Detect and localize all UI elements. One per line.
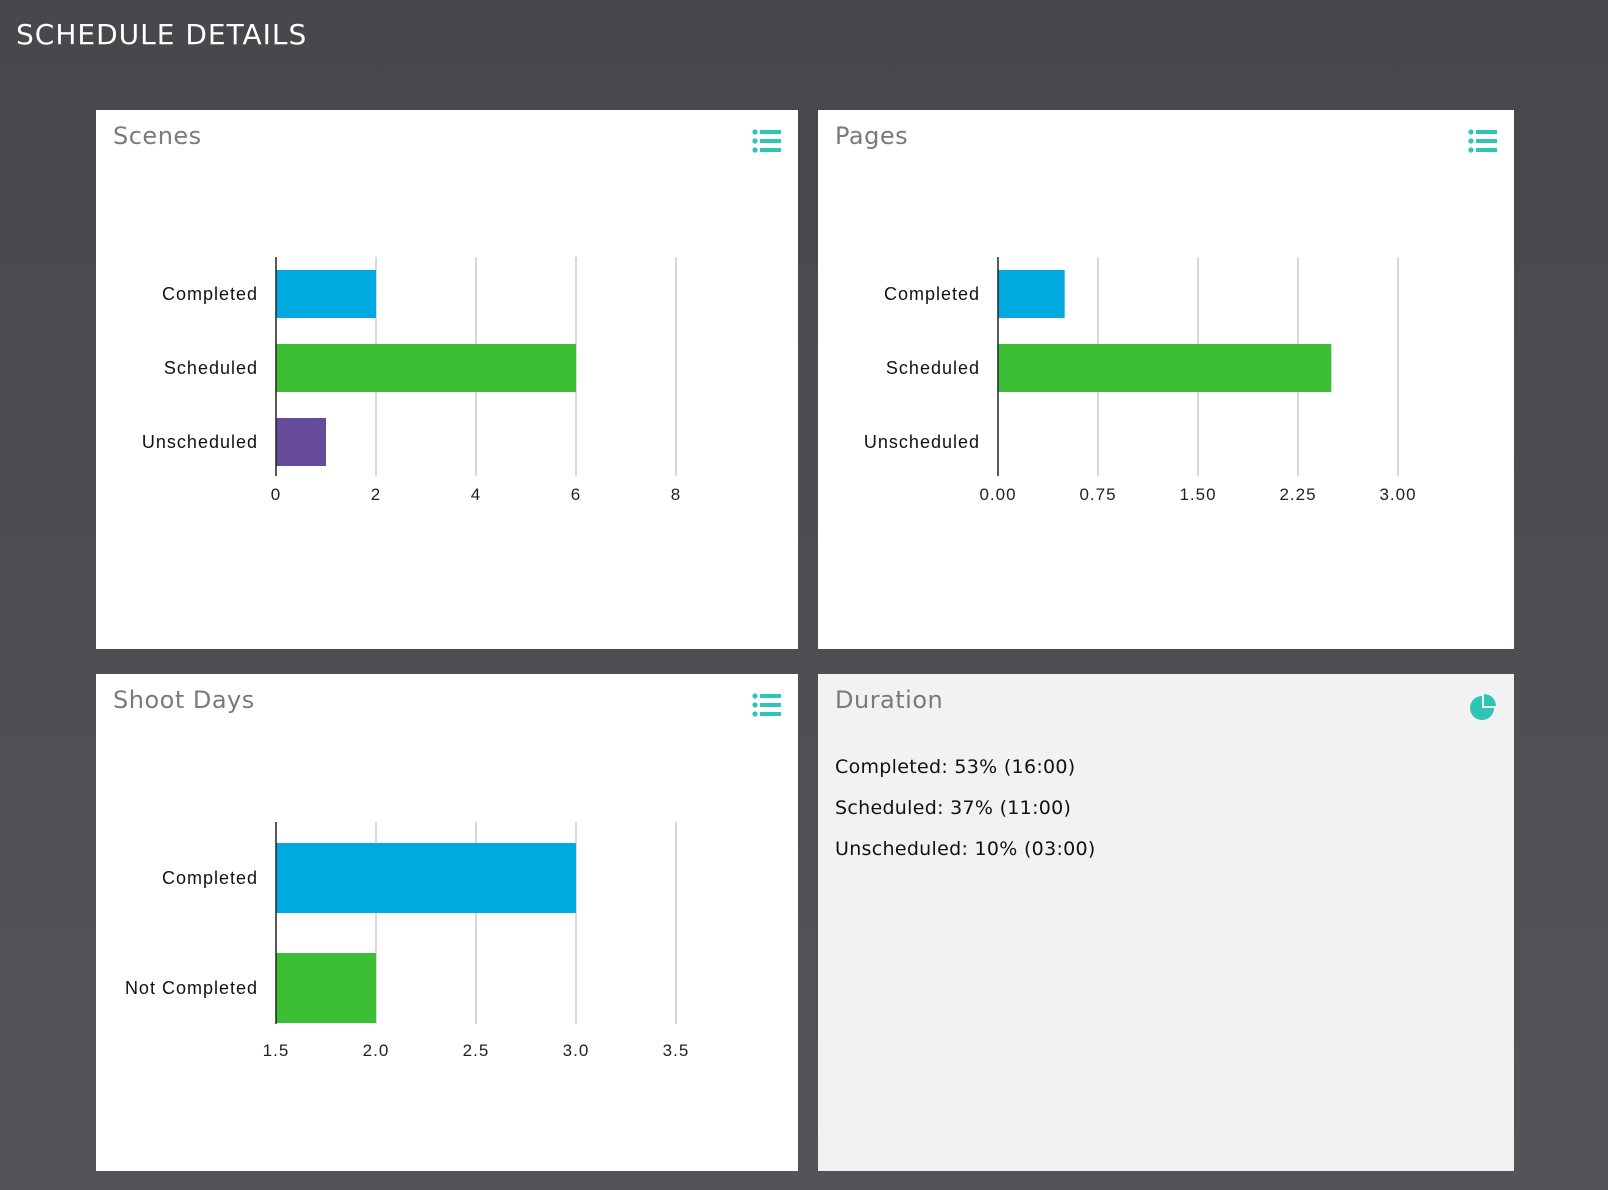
duration-completed: Completed: 53% (16:00) — [835, 756, 1076, 778]
x-tick-label: 3.0 — [563, 1041, 590, 1060]
shoot-days-panel-title: Shoot Days — [113, 686, 255, 714]
x-tick-label: 2.25 — [1279, 485, 1316, 504]
duration-scheduled: Scheduled: 37% (11:00) — [835, 797, 1072, 819]
bar-completed — [998, 270, 1065, 318]
x-tick-label: 1.50 — [1179, 485, 1216, 504]
duration-panel: Duration Completed: 53% (16:00) Schedule… — [818, 674, 1514, 1171]
pages-panel: Pages 0.00 0.75 1.50 2.25 3.00 Completed Sched… — [818, 110, 1514, 649]
scenes-panel-title: Scenes — [113, 122, 202, 150]
category-label: Unscheduled — [864, 432, 980, 452]
duration-unscheduled: Unscheduled: 10% (03:00) — [835, 838, 1096, 860]
x-tick-label: 4 — [471, 485, 481, 504]
duration-breakdown: Completed: 53% (16:00) Scheduled: 37% (1… — [835, 756, 1096, 879]
x-tick-label: 6 — [571, 485, 581, 504]
x-tick-label: 1.5 — [263, 1041, 290, 1060]
category-label: Scheduled — [886, 358, 980, 378]
page-title: SCHEDULE DETAILS — [16, 18, 308, 51]
x-tick-label: 2.5 — [463, 1041, 490, 1060]
x-tick-label: 0.75 — [1079, 485, 1116, 504]
category-label: Scheduled — [164, 358, 258, 378]
category-label: Completed — [162, 284, 258, 304]
scenes-bar-chart: 0 2 4 6 8 Completed Scheduled Unscheduled — [142, 257, 681, 504]
pie-chart-icon[interactable] — [1468, 692, 1498, 720]
scenes-panel: Scenes 0 2 4 6 8 Completed Scheduled Unschedule… — [96, 110, 798, 649]
x-tick-label: 0 — [271, 485, 281, 504]
bar-unscheduled — [276, 418, 326, 466]
x-tick-label: 3.5 — [663, 1041, 690, 1060]
x-tick-label: 3.00 — [1379, 485, 1416, 504]
category-label: Completed — [162, 868, 258, 888]
pages-panel-title: Pages — [835, 122, 909, 150]
x-tick-label: 0.00 — [979, 485, 1016, 504]
x-tick-label: 2.0 — [363, 1041, 390, 1060]
bar-completed — [276, 843, 576, 913]
bar-not-completed — [276, 953, 376, 1023]
bar-scheduled — [276, 344, 576, 392]
shoot-days-panel: Shoot Days 1.5 2.0 2.5 3.0 3.5 Completed Not C… — [96, 674, 798, 1171]
shoot-days-bar-chart: 1.5 2.0 2.5 3.0 3.5 Completed Not Completed — [125, 822, 690, 1060]
bar-completed — [276, 270, 376, 318]
category-label: Unscheduled — [142, 432, 258, 452]
list-icon[interactable] — [752, 692, 782, 718]
category-label: Not Completed — [125, 978, 258, 998]
duration-panel-title: Duration — [835, 686, 944, 714]
x-tick-label: 2 — [371, 485, 381, 504]
list-icon[interactable] — [1468, 128, 1498, 154]
category-label: Completed — [884, 284, 980, 304]
pages-bar-chart: 0.00 0.75 1.50 2.25 3.00 Completed Scheduled Un… — [864, 257, 1416, 504]
list-icon[interactable] — [752, 128, 782, 154]
bar-scheduled — [998, 344, 1332, 392]
x-tick-label: 8 — [671, 485, 681, 504]
